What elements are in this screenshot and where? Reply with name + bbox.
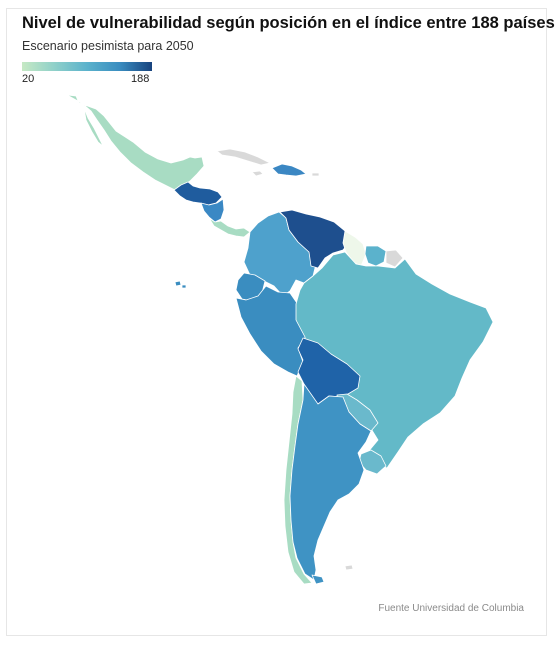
country-tierra-del-fuego[interactable]: [311, 574, 325, 585]
map-title: Nivel de vulnerabilidad según posición e…: [22, 14, 555, 32]
country-cuba[interactable]: [216, 148, 271, 166]
galapagos-islands[interactable]: [174, 280, 187, 289]
country-nicaragua[interactable]: [200, 198, 225, 223]
figure-frame: [6, 8, 547, 636]
country-jamaica[interactable]: [251, 170, 264, 177]
color-legend-bar: [22, 62, 152, 71]
falkland-islands[interactable]: [344, 564, 354, 571]
country-peru[interactable]: [235, 285, 306, 377]
country-french-guiana[interactable]: [385, 249, 404, 268]
country-suriname[interactable]: [364, 245, 387, 267]
legend-min-label: 20: [22, 73, 35, 85]
source-note: Fuente Universidad de Columbia: [378, 603, 524, 614]
legend-max-label: 188: [131, 73, 150, 85]
country-mexico[interactable]: [66, 94, 205, 191]
map-subtitle: Escenario pesimista para 2050: [22, 39, 194, 53]
country-puerto-rico[interactable]: [311, 172, 320, 177]
country-venezuela[interactable]: [279, 209, 351, 269]
country-argentina[interactable]: [289, 383, 372, 581]
country-hispaniola[interactable]: [271, 163, 307, 177]
country-guatemala-honduras[interactable]: [173, 181, 223, 206]
